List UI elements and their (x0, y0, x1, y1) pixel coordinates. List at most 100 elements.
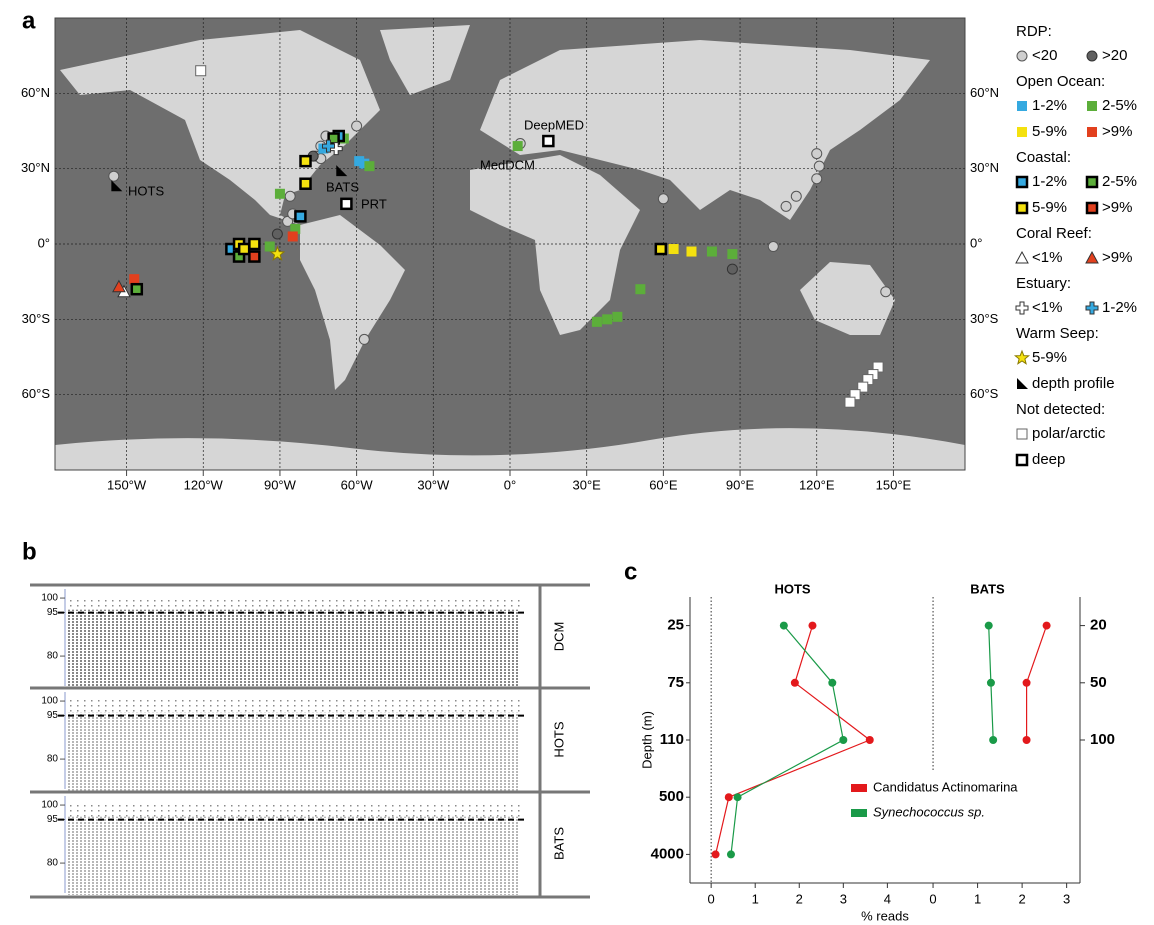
y-tick-label: 0° (38, 235, 50, 250)
legend-marker (1087, 177, 1097, 187)
site-marker (341, 199, 351, 209)
site-marker (658, 194, 668, 204)
legend-label: 2-5% (1102, 173, 1137, 190)
x-tick-label: 0° (504, 477, 516, 492)
legend-label: 1-2% (1032, 173, 1067, 190)
legend-marker (1087, 101, 1097, 111)
legend-label: 5-9% (1032, 123, 1067, 140)
x-tick-label: 60°W (341, 477, 374, 492)
legend-marker (1087, 51, 1097, 61)
recruit-dots-sparse (66, 700, 520, 713)
recruit-dots-dense (66, 610, 520, 688)
site-marker (592, 317, 602, 327)
panel-label: b (22, 538, 37, 565)
site-marker (265, 242, 275, 252)
legend-label: >9% (1102, 199, 1132, 216)
site-marker (288, 231, 298, 241)
series-point (989, 736, 997, 744)
legend-marker (1017, 455, 1027, 465)
site-marker (686, 247, 696, 257)
legend-swatch (851, 809, 867, 817)
legend-marker (1017, 429, 1027, 439)
panel-label: a (22, 7, 36, 34)
legend-label: 5-9% (1032, 199, 1067, 216)
y-tick-label: 100 (41, 800, 58, 811)
x-tick-label: 30°E (573, 477, 602, 492)
site-marker (602, 314, 612, 324)
x-tick-label: 2 (1018, 891, 1025, 906)
legend-label: Candidatus Actinomarina (873, 779, 1018, 794)
recruit-dots-dense (66, 713, 520, 791)
y-tick-label: 80 (47, 858, 59, 869)
series-point (725, 793, 733, 801)
site-marker (364, 161, 374, 171)
y-tick-label: 50 (1090, 674, 1107, 691)
legend-marker (1017, 378, 1028, 389)
y-tick-label: 25 (667, 617, 684, 634)
site-marker (881, 287, 891, 297)
site-marker (845, 397, 855, 407)
site-marker (129, 274, 139, 284)
site-marker (295, 211, 305, 221)
series-point (1043, 622, 1051, 630)
y-tick-label: 100 (41, 593, 58, 604)
series-line (731, 626, 843, 855)
series-point (987, 679, 995, 687)
series-point (985, 622, 993, 630)
panel-label: c (624, 558, 637, 585)
legend-title: Not detected: (1016, 401, 1105, 418)
x-tick-label: 1 (752, 891, 759, 906)
series-point (712, 850, 720, 858)
series-point (734, 793, 742, 801)
site-label: PRT (361, 196, 387, 211)
site-marker (196, 66, 206, 76)
x-tick-label: 3 (840, 891, 847, 906)
y-tick-label-right: 30°S (970, 311, 999, 326)
legend-marker (1017, 127, 1027, 137)
y-tick-label: 100 (1090, 731, 1115, 748)
x-tick-label: 30°W (417, 477, 450, 492)
legend-label: <1% (1032, 249, 1062, 266)
legend-label: >9% (1102, 249, 1132, 266)
legend-label: 5-9% (1032, 349, 1067, 366)
site-marker (727, 249, 737, 259)
legend-marker (1015, 351, 1028, 364)
site-marker (275, 189, 285, 199)
x-tick-label: 90°E (726, 477, 755, 492)
legend-marker (1017, 51, 1027, 61)
site-marker (272, 229, 282, 239)
y-tick-label: 30°N (21, 160, 50, 175)
y-tick-label-right: 60°N (970, 85, 999, 100)
y-tick-label: 95 (47, 814, 59, 825)
legend-label: <1% (1032, 299, 1062, 316)
recruit-dots-sparse (66, 597, 520, 610)
site-marker (656, 244, 666, 254)
legend-swatch (851, 784, 867, 792)
site-marker (359, 334, 369, 344)
series-point (780, 622, 788, 630)
x-tick-label: 90°W (264, 477, 297, 492)
legend-title: RDP: (1016, 23, 1052, 40)
site-label: MedDCM (480, 157, 535, 172)
legend-label: deep (1032, 451, 1065, 468)
site-marker (109, 171, 119, 181)
legend-marker (1086, 252, 1098, 263)
legend-label: >20 (1102, 47, 1127, 64)
series-point (727, 850, 735, 858)
legend-label: 2-5% (1102, 97, 1137, 114)
y-tick-label: 4000 (651, 845, 684, 862)
legend-label: 1-2% (1032, 97, 1067, 114)
legend-marker (1016, 252, 1028, 263)
site-marker (301, 156, 311, 166)
y-tick-label: 80 (47, 754, 59, 765)
y-tick-label: 30°S (22, 311, 51, 326)
series-point (1023, 736, 1031, 744)
x-tick-label: 0 (708, 891, 715, 906)
legend-title: Estuary: (1016, 275, 1071, 292)
site-marker (513, 141, 523, 151)
row-label: BATS (551, 827, 566, 860)
legend-title: Warm Seep: (1016, 325, 1099, 342)
y-axis-label: Depth (m) (639, 711, 654, 769)
y-tick-label: 110 (660, 731, 684, 748)
site-marker (768, 242, 778, 252)
